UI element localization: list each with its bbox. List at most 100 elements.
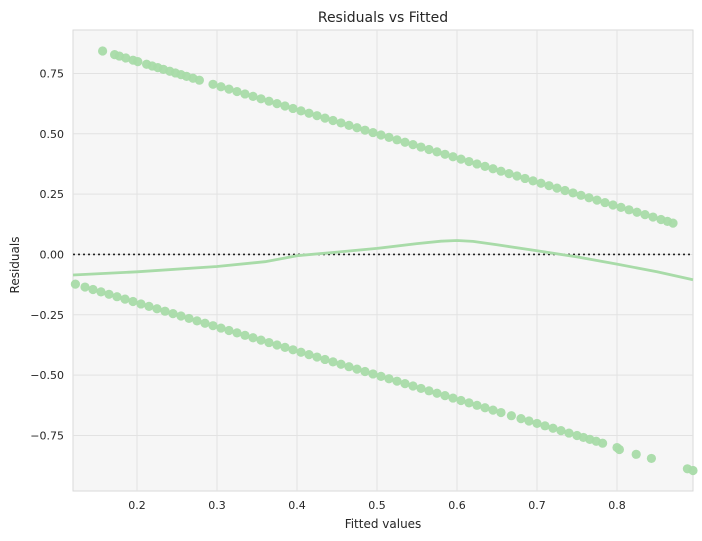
- y-tick-label: 0.50: [40, 128, 65, 141]
- x-tick-label: 0.4: [288, 499, 306, 512]
- residual-point: [133, 57, 143, 67]
- residual-point: [320, 113, 330, 123]
- residual-point: [488, 405, 498, 415]
- residual-point: [488, 164, 498, 174]
- residual-point: [248, 91, 258, 101]
- residual-point: [496, 407, 506, 418]
- residual-point: [608, 200, 618, 210]
- tick-labels: 0.2 0.3 0.4 0.5 0.6 0.7 0.8 0.75 0.50 0.25 0.00 −0.…: [30, 67, 625, 512]
- residual-point: [328, 115, 338, 126]
- residual-point: [688, 465, 698, 476]
- residual-point: [216, 82, 226, 92]
- residual-point: [128, 296, 138, 307]
- residual-point: [646, 453, 657, 464]
- residual-point: [432, 147, 442, 157]
- residual-point: [631, 449, 641, 459]
- residual-point: [304, 108, 314, 118]
- residual-point: [256, 94, 266, 104]
- residual-point: [376, 371, 386, 381]
- residual-point: [472, 159, 482, 169]
- residual-point: [272, 340, 282, 350]
- residual-point: [564, 428, 574, 438]
- residual-point: [320, 354, 330, 365]
- residual-point: [408, 381, 418, 391]
- residual-point: [456, 154, 466, 164]
- residual-point: [400, 378, 410, 389]
- residual-point: [216, 323, 226, 333]
- residual-point: [512, 171, 522, 181]
- residual-point: [80, 282, 90, 292]
- residual-point: [168, 308, 178, 319]
- residual-point: [598, 438, 608, 448]
- residual-point: [548, 423, 558, 433]
- residual-point: [368, 127, 378, 138]
- residual-point: [112, 292, 122, 302]
- residual-point: [248, 333, 258, 343]
- residual-point: [304, 350, 314, 360]
- residual-point: [176, 311, 186, 321]
- residual-point: [232, 328, 242, 338]
- residual-point: [288, 103, 298, 114]
- residual-point: [624, 205, 634, 215]
- residual-point: [200, 318, 210, 328]
- residual-point: [576, 190, 586, 200]
- lowess-smooth-line: [72, 239, 694, 282]
- residual-point: [640, 210, 650, 220]
- residual-point: [552, 183, 562, 193]
- residual-point: [192, 316, 202, 326]
- residual-point: [136, 299, 146, 309]
- residual-point: [352, 364, 362, 374]
- residual-point: [424, 386, 434, 396]
- residual-point: [232, 86, 242, 97]
- residual-point: [288, 345, 298, 355]
- residual-point: [448, 152, 458, 162]
- residual-point: [440, 149, 450, 159]
- x-tick-label: 0.6: [448, 499, 466, 512]
- residual-point: [160, 306, 170, 316]
- x-tick-label: 0.8: [608, 499, 626, 512]
- residual-point: [344, 362, 354, 372]
- data-layer: [70, 46, 698, 476]
- residual-point: [352, 123, 362, 133]
- residual-point: [540, 421, 550, 431]
- y-tick-label: −0.25: [30, 309, 64, 322]
- residual-point: [632, 207, 642, 217]
- residual-point: [464, 156, 474, 167]
- residual-point: [584, 193, 594, 203]
- residual-point: [424, 144, 434, 155]
- x-tick-label: 0.5: [368, 499, 386, 512]
- y-axis-title: Residuals: [8, 237, 22, 294]
- residual-point: [524, 416, 534, 426]
- y-tick-label: 0.00: [40, 248, 65, 261]
- x-tick-label: 0.3: [208, 499, 226, 512]
- residual-point: [296, 347, 306, 357]
- residual-point: [368, 369, 378, 379]
- residual-point: [312, 111, 322, 121]
- residual-point: [448, 393, 458, 403]
- y-tick-label: 0.25: [40, 188, 65, 201]
- residual-point: [121, 53, 131, 63]
- residual-point: [208, 321, 218, 331]
- residual-point: [392, 135, 402, 145]
- residual-point: [568, 188, 578, 198]
- residual-point: [480, 161, 490, 171]
- residual-point: [144, 301, 154, 311]
- residual-point: [556, 426, 566, 436]
- residual-point: [328, 357, 338, 367]
- residual-point: [440, 391, 450, 401]
- residual-point: [152, 304, 162, 314]
- residual-point: [536, 178, 546, 188]
- residual-point: [120, 294, 130, 304]
- residual-point: [528, 176, 538, 186]
- residual-point: [70, 279, 80, 289]
- residual-point: [280, 101, 290, 111]
- residual-point: [456, 395, 466, 406]
- residual-point: [400, 137, 410, 147]
- residual-point: [264, 337, 274, 348]
- residual-point: [240, 89, 250, 99]
- residual-point: [416, 142, 426, 152]
- y-tick-label: 0.75: [40, 67, 65, 80]
- residual-point: [336, 118, 346, 128]
- chart-title: Residuals vs Fitted: [318, 10, 448, 26]
